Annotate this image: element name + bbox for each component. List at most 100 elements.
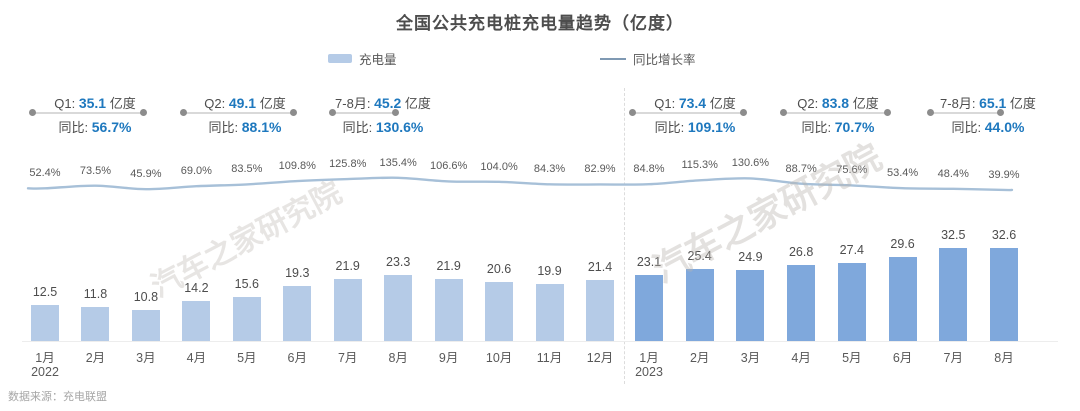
bar-value-label: 23.1 [636,255,662,270]
annotation-yoy-row: 同比: 44.0% [900,117,1076,136]
x-axis-month-label: 4月 [186,351,207,365]
bar-2022-2月 [81,307,110,341]
annotation-value: 49.1 [228,95,257,111]
growth-rate-label: 84.8% [633,163,665,176]
growth-rate-label: 75.6% [836,164,868,177]
bar-value-label: 15.6 [234,276,259,291]
x-axis-year-label: 2023 [635,365,663,379]
x-axis-month-label: 1月 [35,351,55,365]
bar-value-label: 19.9 [537,264,562,279]
annotation-yoy-prefix: 同比: [58,120,92,135]
x-axis-month-label: 7月 [943,351,963,365]
annotation-unit: 亿度 [401,96,431,111]
x-axis-month-label: 6月 [892,351,913,365]
x-axis-month-label: 2月 [85,351,106,365]
bar-value-label: 14.2 [184,280,209,295]
annotation-value-row: Q1: 35.1 亿度 [7,93,183,112]
annotation-yoy-value: 70.7% [834,119,875,135]
annotation-bracket-dot [392,109,399,116]
bar-2022-9月 [434,278,463,341]
bar-2022-11月 [535,284,564,341]
x-axis-month-label: 1月 [639,351,659,365]
growth-rate-label: 88.7% [785,162,817,175]
bar-2023-6月 [888,256,917,341]
bar-value-label: 29.6 [890,236,915,251]
annotation-bracket-dot [29,109,36,116]
x-axis-line [22,341,1058,342]
x-axis-month-label: 3月 [740,351,761,365]
annotation-yoy-prefix: 同比: [654,120,688,135]
annotation-yoy-row: 同比: 56.7% [7,117,183,136]
annotation-yoy-value: 44.0% [984,119,1025,135]
annotation-bracket-dot [329,109,336,116]
growth-rate-label: 104.0% [480,160,518,173]
annotation-yoy-value: 88.1% [241,119,282,135]
bar-2022-3月 [131,310,160,341]
x-axis-month-label: 4月 [791,351,811,365]
annotation-value: 83.8 [821,95,850,111]
annotation-value: 65.1 [979,95,1007,111]
bar-2022-1月 [31,305,59,341]
annotation-yoy-prefix: 同比: [208,120,242,135]
annotation-period: Q1: [54,96,79,111]
growth-rate-label: 106.6% [429,160,468,173]
bar-value-label: 32.5 [941,228,966,243]
annotation-unit: 亿度 [1006,96,1036,111]
annotation-bracket-line [332,112,395,114]
bar-value-label: 32.6 [991,228,1017,243]
growth-rate-label: 135.4% [379,156,417,169]
x-axis-month-label: 8月 [994,351,1014,365]
annotation-yoy-row: 同比: 70.7% [750,117,926,136]
bar-2022-10月 [485,282,514,341]
x-axis-month-label: 12月 [586,351,614,365]
annotation-yoy-value: 130.6% [375,119,424,135]
bar-value-label: 25.4 [687,248,712,263]
x-axis-year-label: 2022 [31,365,59,379]
annotation-yoy-prefix: 同比: [342,120,376,135]
annotation-value-row: Q2: 83.8 亿度 [750,93,926,112]
chart-title: 全国公共充电桩充电量趋势（亿度） [396,14,684,33]
growth-rate-label: 52.4% [29,167,61,180]
bar-2023-2月 [685,268,714,341]
annotation-period: Q1: [654,96,679,111]
growth-rate-label: 48.4% [937,167,969,180]
annotation-bracket-line [930,112,1000,114]
x-axis-month-label: 5月 [842,351,862,365]
x-axis-month-label: 9月 [438,351,459,365]
annotation-value: 35.1 [78,95,107,111]
bar-2022-6月 [283,285,312,341]
x-axis-month-label: 5月 [237,351,257,365]
x-axis-month-label: 10月 [485,351,513,365]
growth-rate-label: 73.5% [79,164,112,177]
growth-rate-label: 115.3% [681,159,718,172]
legend-line-label: 同比增长率 [633,53,696,67]
bar-value-label: 20.6 [486,262,512,277]
bar-2022-7月 [333,278,362,341]
legend-bar-label: 充电量 [359,53,397,67]
x-axis-month-label: 2月 [689,351,710,365]
annotation-value: 73.4 [678,95,707,111]
bar-2023-8月 [990,248,1018,341]
annotation-yoy-row: 同比: 88.1% [157,117,333,136]
annotation-value: 45.2 [374,95,402,111]
annotation-bracket-dot [780,109,787,116]
bar-2023-5月 [837,262,866,341]
growth-rate-label: 84.3% [533,163,566,176]
annotation-yoy-prefix: 同比: [951,120,985,135]
bar-value-label: 27.4 [839,242,865,257]
annotation-period: Q2: [797,96,822,111]
annotation-period: 7-8月: [335,96,375,111]
growth-rate-label: 39.9% [988,168,1020,181]
annotation-yoy-row: 同比: 130.6% [295,117,471,136]
line-swatch-icon [600,57,626,60]
annotation-unit: 亿度 [106,96,136,111]
bar-2022-8月 [384,274,413,341]
year-separator-line [624,88,625,384]
bar-value-label: 19.3 [285,265,310,280]
bar-value-label: 12.5 [32,285,58,300]
bar-value-label: 11.8 [83,287,108,302]
annotation-period: Q2: [204,96,229,111]
data-source: 数据来源：充电联盟 [8,391,107,403]
bar-value-label: 23.3 [386,254,411,269]
bar-value-label: 26.8 [788,244,814,259]
